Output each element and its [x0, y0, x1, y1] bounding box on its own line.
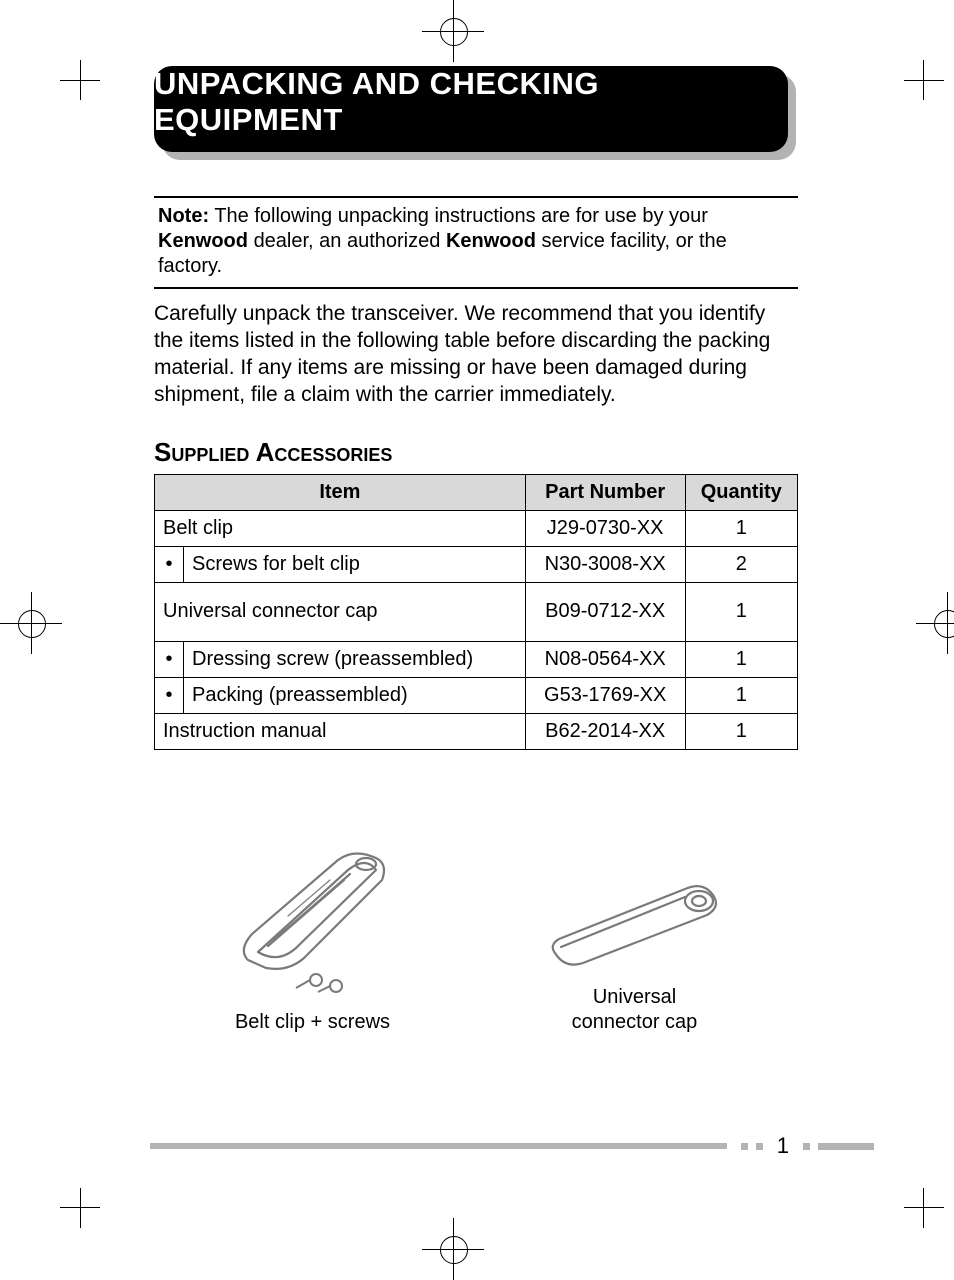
- qty-cell: 1: [685, 582, 798, 641]
- header-banner: UNPACKING AND CHECKING EQUIPMENT: [154, 66, 788, 152]
- col-qty: Quantity: [685, 474, 798, 510]
- part-cell: B62-2014-XX: [525, 713, 685, 749]
- footer-square: [756, 1143, 763, 1150]
- crop-mark-bl: [60, 1168, 120, 1228]
- qty-cell: 2: [685, 546, 798, 582]
- table-row: Instruction manualB62-2014-XX1: [155, 713, 798, 749]
- qty-cell: 1: [685, 713, 798, 749]
- connector-cap-caption-1: Universal: [535, 985, 735, 1010]
- part-cell: J29-0730-XX: [525, 510, 685, 546]
- accessories-table: Item Part Number Quantity Belt clipJ29-0…: [154, 474, 798, 750]
- illustration-connector-cap: Universal connector cap: [535, 875, 735, 1035]
- part-cell: G53-1769-XX: [525, 677, 685, 713]
- belt-clip-caption: Belt clip + screws: [218, 1010, 408, 1035]
- note-box: Note: The following unpacking instructio…: [154, 196, 798, 289]
- illustration-row: Belt clip + screws Universal connector c…: [154, 840, 798, 1035]
- page-number: 1: [777, 1133, 789, 1159]
- content-area: UNPACKING AND CHECKING EQUIPMENT Note: T…: [154, 66, 798, 1035]
- col-item: Item: [155, 474, 526, 510]
- note-label: Note:: [158, 205, 209, 227]
- reg-mark-bottom: [440, 1236, 468, 1264]
- crop-mark-br: [884, 1168, 944, 1228]
- reg-mark-right: [934, 610, 954, 638]
- accessories-tbody: Belt clipJ29-0730-XX1•Screws for belt cl…: [155, 510, 798, 749]
- item-cell: Universal connector cap: [155, 582, 526, 641]
- crop-mark-tl: [60, 60, 120, 120]
- header-title: UNPACKING AND CHECKING EQUIPMENT: [154, 66, 788, 138]
- belt-clip-icon: [218, 840, 408, 1000]
- connector-cap-caption-2: connector cap: [535, 1010, 735, 1035]
- crop-mark-tr: [884, 60, 944, 120]
- item-cell: Screws for belt clip: [184, 546, 526, 582]
- footer-square: [741, 1143, 748, 1150]
- note-text-2: dealer, an authorized: [254, 230, 446, 252]
- qty-cell: 1: [685, 641, 798, 677]
- table-row: •Packing (preassembled)G53-1769-XX1: [155, 677, 798, 713]
- note-brand-1: Kenwood: [158, 230, 248, 252]
- item-cell: Instruction manual: [155, 713, 526, 749]
- item-cell: Dressing screw (preassembled): [184, 641, 526, 677]
- footer-square: [803, 1143, 810, 1150]
- item-cell: Packing (preassembled): [184, 677, 526, 713]
- table-row: Belt clipJ29-0730-XX1: [155, 510, 798, 546]
- footer-bar: [150, 1143, 727, 1149]
- qty-cell: 1: [685, 510, 798, 546]
- header-banner-wrap: UNPACKING AND CHECKING EQUIPMENT: [154, 66, 798, 162]
- item-cell: Belt clip: [155, 510, 526, 546]
- reg-mark-left: [18, 610, 46, 638]
- illustration-belt-clip: Belt clip + screws: [218, 840, 408, 1035]
- bullet-cell: •: [155, 546, 184, 582]
- qty-cell: 1: [685, 677, 798, 713]
- note-text-1: The following unpacking instructions are…: [214, 205, 708, 227]
- page: UNPACKING AND CHECKING EQUIPMENT Note: T…: [0, 0, 954, 1268]
- footer-bar-short: [818, 1143, 874, 1150]
- part-cell: N30-3008-XX: [525, 546, 685, 582]
- part-cell: N08-0564-XX: [525, 641, 685, 677]
- col-part: Part Number: [525, 474, 685, 510]
- table-row: •Screws for belt clipN30-3008-XX2: [155, 546, 798, 582]
- reg-mark-top: [440, 18, 468, 46]
- part-cell: B09-0712-XX: [525, 582, 685, 641]
- page-footer: 1: [150, 1136, 874, 1156]
- connector-cap-icon: [535, 875, 735, 975]
- body-paragraph: Carefully unpack the transceiver. We rec…: [154, 301, 798, 409]
- note-brand-2: Kenwood: [446, 230, 536, 252]
- bullet-cell: •: [155, 641, 184, 677]
- table-row: Universal connector capB09-0712-XX1: [155, 582, 798, 641]
- bullet-cell: •: [155, 677, 184, 713]
- section-heading: Supplied Accessories: [154, 437, 798, 468]
- table-row: •Dressing screw (preassembled)N08-0564-X…: [155, 641, 798, 677]
